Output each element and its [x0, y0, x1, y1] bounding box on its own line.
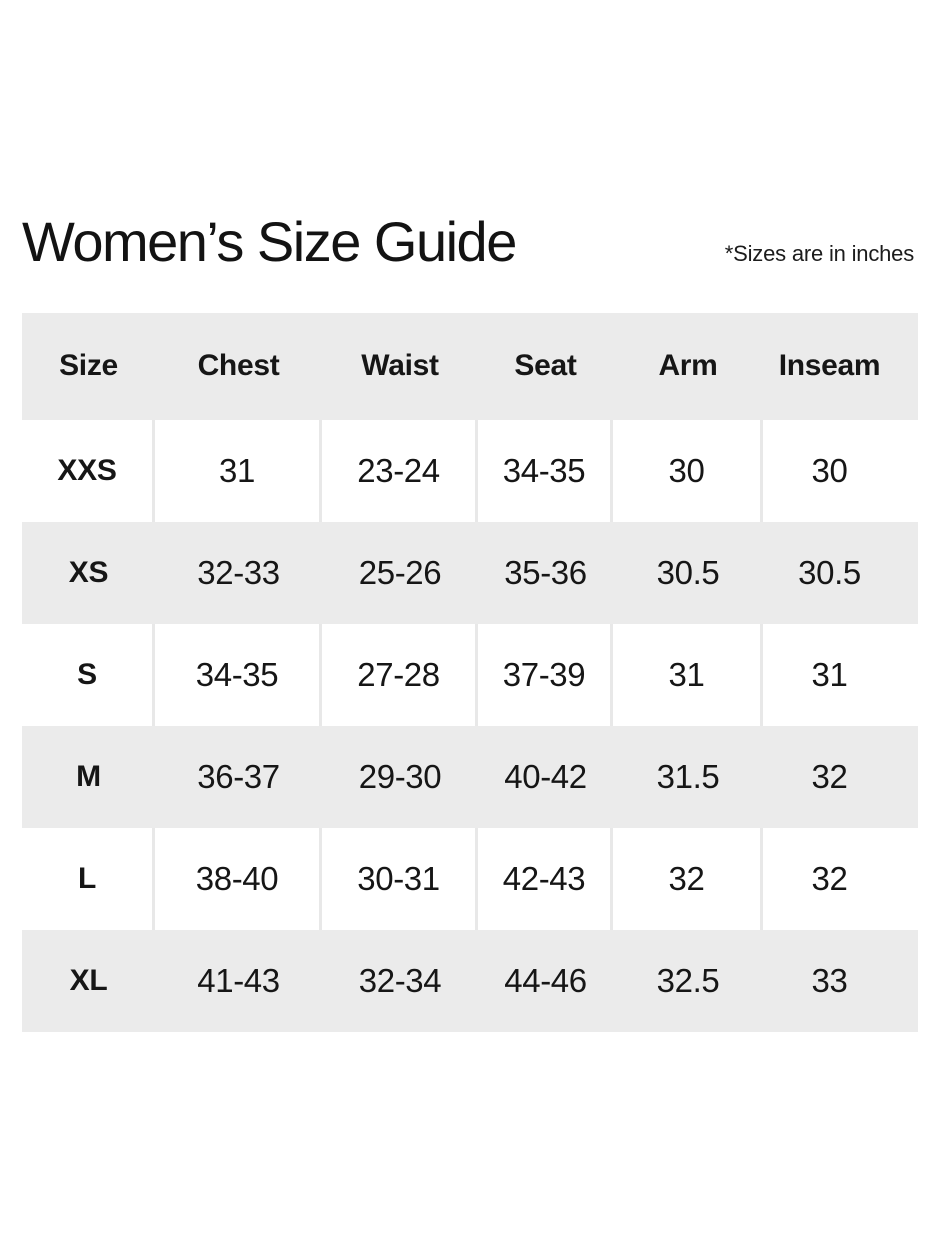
cell-s-waist: 27-28 [322, 623, 478, 726]
column-header-arm: Arm [658, 349, 718, 383]
cell-s-inseam: 31 [811, 655, 848, 693]
cell-m-arm: 31.5 [656, 757, 720, 795]
cell-m-inseam: 32 [811, 757, 848, 795]
cell-xs-waist: 25-26 [358, 553, 442, 591]
cell-xl-waist: 32-34 [358, 961, 442, 999]
cell-xxs-waist: 23-24 [322, 419, 478, 522]
cell-l-waist: 30-31 [322, 827, 478, 930]
cell-xs-seat: 35-36 [504, 553, 587, 591]
cell-xxs-arm: 30 [613, 419, 763, 522]
cell-m-seat: 40-42 [504, 757, 587, 795]
table-row-xl: XL 41-43 32-34 44-46 32.5 33 [22, 929, 918, 1032]
table-row-l: L 38-40 30-31 42-43 32 32 [22, 827, 918, 930]
cell-l-inseam: 32 [811, 859, 848, 897]
size-label-xl: XL [69, 963, 108, 997]
table-row-s: S 34-35 27-28 37-39 31 31 [22, 623, 918, 726]
cell-m-chest: 36-37 [197, 757, 280, 795]
column-header-seat: Seat [514, 349, 577, 383]
page-title: Women’s Size Guide [22, 210, 517, 273]
table-header-row: Size Chest Waist Seat Arm Inseam [22, 312, 918, 420]
cell-xl-arm: 32.5 [656, 961, 720, 999]
cell-l-seat: 42-43 [478, 827, 613, 930]
column-header-inseam: Inseam [778, 349, 881, 383]
size-label-m: M [76, 759, 101, 793]
cell-xxs-chest: 31 [155, 419, 322, 522]
page-header: Women’s Size Guide *Sizes are in inches [22, 210, 914, 273]
table-row-xs: XS 32-33 25-26 35-36 30.5 30.5 [22, 521, 918, 624]
size-label-xxs: XXS [22, 419, 155, 522]
cell-s-chest: 34-35 [155, 623, 322, 726]
cell-xs-chest: 32-33 [197, 553, 280, 591]
cell-xl-inseam: 33 [811, 961, 848, 999]
cell-xl-chest: 41-43 [197, 961, 280, 999]
cell-xl-seat: 44-46 [504, 961, 587, 999]
cell-xxs-inseam: 30 [811, 451, 848, 489]
units-note: *Sizes are in inches [724, 241, 914, 266]
cell-l-chest: 38-40 [155, 827, 322, 930]
size-label-l: L [22, 827, 155, 930]
size-label-xs: XS [68, 555, 109, 589]
cell-xs-inseam: 30.5 [798, 553, 861, 591]
cell-xxs-seat: 34-35 [478, 419, 613, 522]
column-header-size: Size [59, 349, 118, 383]
cell-s-arm: 31 [613, 623, 763, 726]
table-row-m: M 36-37 29-30 40-42 31.5 32 [22, 725, 918, 828]
column-header-chest: Chest [197, 349, 280, 383]
cell-s-seat: 37-39 [478, 623, 613, 726]
column-header-waist: Waist [361, 349, 439, 383]
table-row-xxs: XXS 31 23-24 34-35 30 30 [22, 419, 918, 522]
size-label-s: S [22, 623, 155, 726]
cell-xs-arm: 30.5 [656, 553, 720, 591]
size-guide-table: Size Chest Waist Seat Arm Inseam XXS 31 … [22, 312, 918, 1032]
cell-m-waist: 29-30 [358, 757, 442, 795]
cell-l-arm: 32 [613, 827, 763, 930]
